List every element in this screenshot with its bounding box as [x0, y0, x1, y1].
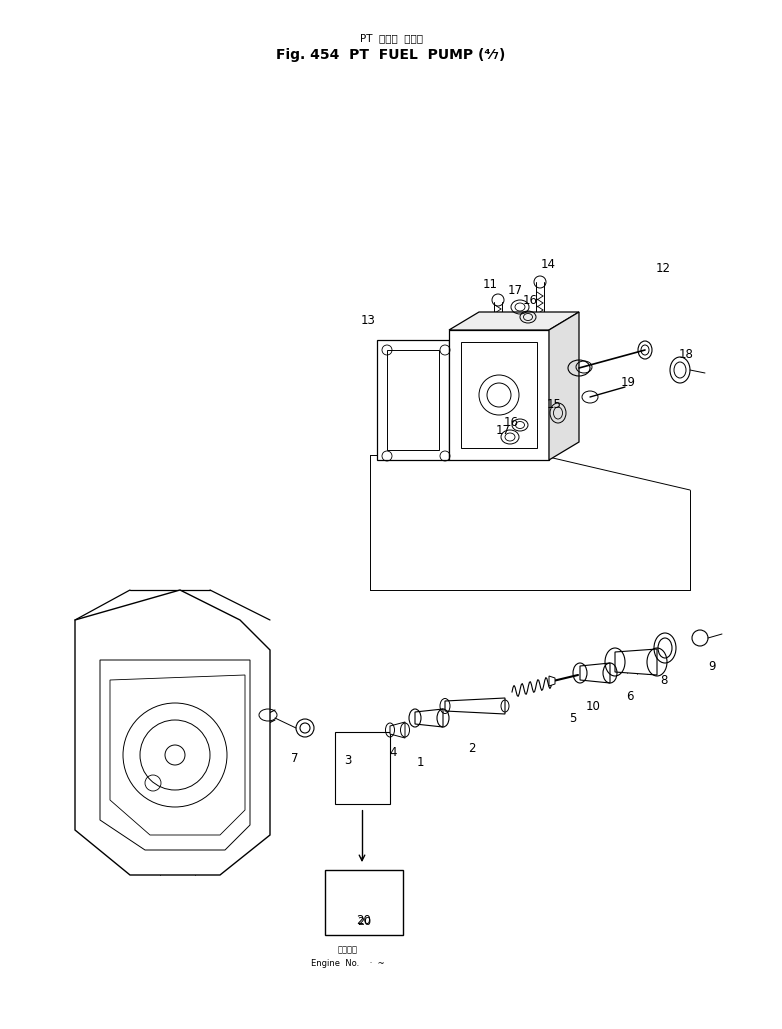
Text: 8: 8 [660, 674, 668, 686]
Polygon shape [549, 312, 579, 460]
Circle shape [165, 745, 185, 765]
Text: 17: 17 [508, 284, 522, 296]
Polygon shape [549, 676, 555, 686]
Text: 17: 17 [496, 424, 511, 436]
Polygon shape [75, 590, 270, 875]
Text: 16: 16 [504, 416, 518, 428]
Text: 16: 16 [522, 293, 537, 307]
Polygon shape [100, 660, 250, 850]
Text: 2: 2 [468, 742, 475, 754]
Text: 14: 14 [540, 258, 555, 272]
Polygon shape [445, 698, 505, 714]
Text: 12: 12 [655, 261, 670, 275]
Polygon shape [390, 722, 405, 738]
Text: 4: 4 [389, 745, 396, 758]
Text: 18: 18 [679, 349, 694, 361]
Text: 20: 20 [357, 914, 371, 926]
Bar [335, 732, 390, 804]
Text: 3: 3 [344, 753, 352, 767]
Polygon shape [449, 312, 579, 330]
Text: 19: 19 [620, 377, 636, 390]
Text: 5: 5 [569, 711, 576, 724]
Text: 13: 13 [361, 314, 375, 326]
Text: 1: 1 [416, 755, 424, 769]
Polygon shape [449, 330, 549, 460]
Text: PT  フエル  ポンプ: PT フエル ポンプ [360, 33, 422, 43]
Polygon shape [615, 649, 657, 675]
Polygon shape [377, 340, 449, 460]
Text: 10: 10 [586, 700, 601, 712]
Polygon shape [415, 709, 443, 728]
Bar [325, 870, 403, 935]
Text: Engine  No.    ·  ~: Engine No. · ~ [311, 958, 385, 967]
Text: 20: 20 [357, 917, 371, 927]
Text: 7: 7 [291, 751, 299, 765]
Text: 6: 6 [626, 690, 633, 704]
Polygon shape [580, 663, 610, 683]
Text: Fig. 454  PT  FUEL  PUMP (⁴⁄₇): Fig. 454 PT FUEL PUMP (⁴⁄₇) [276, 48, 506, 62]
Polygon shape [110, 675, 245, 835]
Bar [387, 350, 439, 450]
Text: 適用号觚: 適用号觚 [338, 946, 358, 955]
Bar [461, 342, 537, 448]
Text: 15: 15 [547, 398, 561, 412]
Text: 11: 11 [482, 279, 497, 291]
Text: 9: 9 [708, 660, 716, 673]
